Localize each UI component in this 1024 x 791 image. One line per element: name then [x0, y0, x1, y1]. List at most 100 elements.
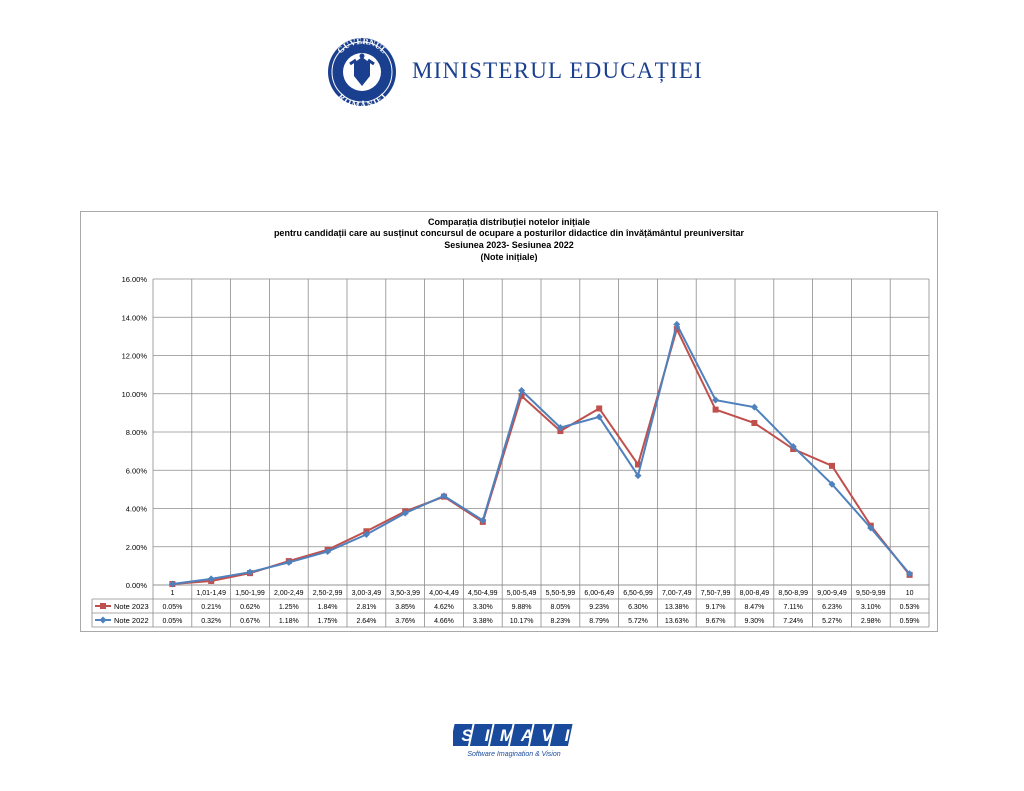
y-tick-label: 14.00% [122, 313, 148, 322]
simavi-letter: V [541, 726, 554, 745]
x-category-label: 5,00-5,49 [507, 590, 537, 597]
chart-title-line-4: (Note inițiale) [480, 252, 538, 262]
y-tick-label: 10.00% [122, 390, 148, 399]
y-tick-label: 16.00% [122, 275, 148, 284]
x-category-label: 9,00-9,49 [817, 590, 847, 597]
table-value-label: 0.59% [900, 618, 920, 625]
data-point-note-2022 [285, 558, 293, 566]
table-value-label: 9.17% [706, 604, 726, 611]
table-value-label: 9.67% [706, 618, 726, 625]
table-value-label: 8.79% [589, 618, 609, 625]
y-tick-label: 12.00% [122, 352, 148, 361]
data-point-note-2022 [479, 516, 487, 524]
data-point-note-2023 [673, 326, 680, 333]
legend-series-name: Note 2023 [114, 602, 149, 611]
simavi-letter-box [489, 724, 513, 746]
x-category-label: 6,50-6,99 [623, 590, 653, 597]
data-point-note-2023 [518, 393, 525, 400]
legend-key-marker [99, 616, 107, 624]
simavi-letter-box [529, 724, 553, 746]
x-category-label: 4,50-4,99 [468, 590, 498, 597]
table-value-label: 3.38% [473, 618, 493, 625]
table-value-label: 9.88% [512, 604, 532, 611]
table-value-label: 1.84% [318, 604, 338, 611]
data-point-note-2022 [556, 424, 564, 432]
table-value-label: 5.72% [628, 618, 648, 625]
table-value-label: 6.23% [822, 604, 842, 611]
x-category-label: 3,00-3,49 [352, 590, 382, 597]
data-point-note-2022 [906, 570, 914, 578]
chart-title-line-1: Comparația distribuției notelor inițiale [427, 217, 591, 227]
data-point-note-2022 [362, 531, 370, 539]
table-value-label: 9.30% [744, 618, 764, 625]
table-value-label: 2.98% [861, 618, 881, 625]
table-value-label: 13.63% [665, 618, 689, 625]
x-category-label: 8,50-8,99 [778, 590, 808, 597]
table-value-label: 7.24% [783, 618, 803, 625]
ministry-name: MINISTERUL EDUCAȚIEI [412, 58, 703, 83]
table-value-label: 1.75% [318, 618, 338, 625]
data-point-note-2022 [207, 575, 215, 583]
x-category-label: 1 [170, 590, 174, 597]
chart-title-line-3: Sesiunea 2023- Sesiunea 2022 [444, 240, 574, 250]
table-value-label: 3.30% [473, 604, 493, 611]
data-point-note-2023 [829, 462, 835, 469]
table-value-label: 2.81% [356, 604, 376, 611]
simavi-letter-box [453, 724, 473, 746]
simavi-letter-box [549, 724, 573, 746]
table-value-label: 8.05% [550, 604, 570, 611]
y-tick-label: 8.00% [126, 428, 148, 437]
table-value-label: 9.23% [589, 604, 609, 611]
table-value-label: 4.66% [434, 618, 454, 625]
x-category-label: 4,00-4,49 [429, 590, 459, 597]
data-point-note-2022 [440, 492, 448, 500]
chart-frame [80, 211, 938, 632]
table-value-label: 8.23% [550, 618, 570, 625]
legend-key-marker [100, 603, 106, 609]
x-category-label: 8,00-8,49 [740, 590, 770, 597]
data-point-note-2022 [789, 443, 797, 451]
table-value-label: 7.11% [784, 604, 803, 611]
simavi-letter: I [565, 726, 571, 745]
y-tick-label: 0.00% [126, 581, 148, 590]
table-value-label: 5.27% [822, 618, 842, 625]
table-value-label: 0.62% [240, 604, 260, 611]
x-category-label: 10 [906, 590, 914, 597]
table-value-label: 6.30% [628, 604, 648, 611]
data-point-note-2023 [751, 420, 758, 427]
data-point-note-2022 [867, 524, 875, 532]
x-category-label: 1,01-1,49 [196, 590, 226, 597]
table-value-label: 13.38% [665, 604, 689, 611]
table-value-label: 8.47% [744, 604, 764, 611]
table-value-label: 3.85% [395, 604, 415, 611]
chart-title-line-2: pentru candidații care au susținut concu… [273, 228, 745, 238]
series-line-note-2022 [172, 321, 911, 586]
simavi-tagline: Software Imagination & Vision [467, 751, 561, 758]
data-point-note-2023 [712, 406, 719, 413]
table-value-label: 3.10% [861, 604, 881, 611]
x-category-label: 1,50-1,99 [235, 590, 265, 597]
data-point-note-2022 [324, 548, 332, 556]
simavi-letter-box [509, 724, 533, 746]
series-line-note-2023 [172, 326, 911, 586]
data-point-note-2022 [246, 568, 254, 576]
simavi-letter-box [469, 724, 493, 746]
table-value-label: 0.05% [162, 618, 182, 625]
data-point-note-2023 [635, 461, 641, 468]
x-category-label: 3,50-3,99 [390, 590, 420, 597]
data-point-note-2023 [596, 405, 603, 412]
simavi-letter: A [520, 726, 533, 745]
data-point-note-2022 [518, 386, 526, 394]
y-tick-label: 4.00% [126, 505, 148, 514]
data-point-note-2022 [401, 509, 409, 517]
table-value-label: 0.53% [900, 604, 920, 611]
x-category-label: 7,50-7,99 [701, 590, 731, 597]
data-point-note-2022 [828, 480, 836, 488]
simavi-letter: I [485, 726, 491, 745]
legend-series-name: Note 2022 [114, 616, 149, 625]
data-point-note-2022 [750, 403, 758, 411]
x-category-label: 2,50-2,99 [313, 590, 343, 597]
simavi-letter: S [461, 726, 473, 745]
x-category-label: 6,00-6,49 [584, 590, 614, 597]
